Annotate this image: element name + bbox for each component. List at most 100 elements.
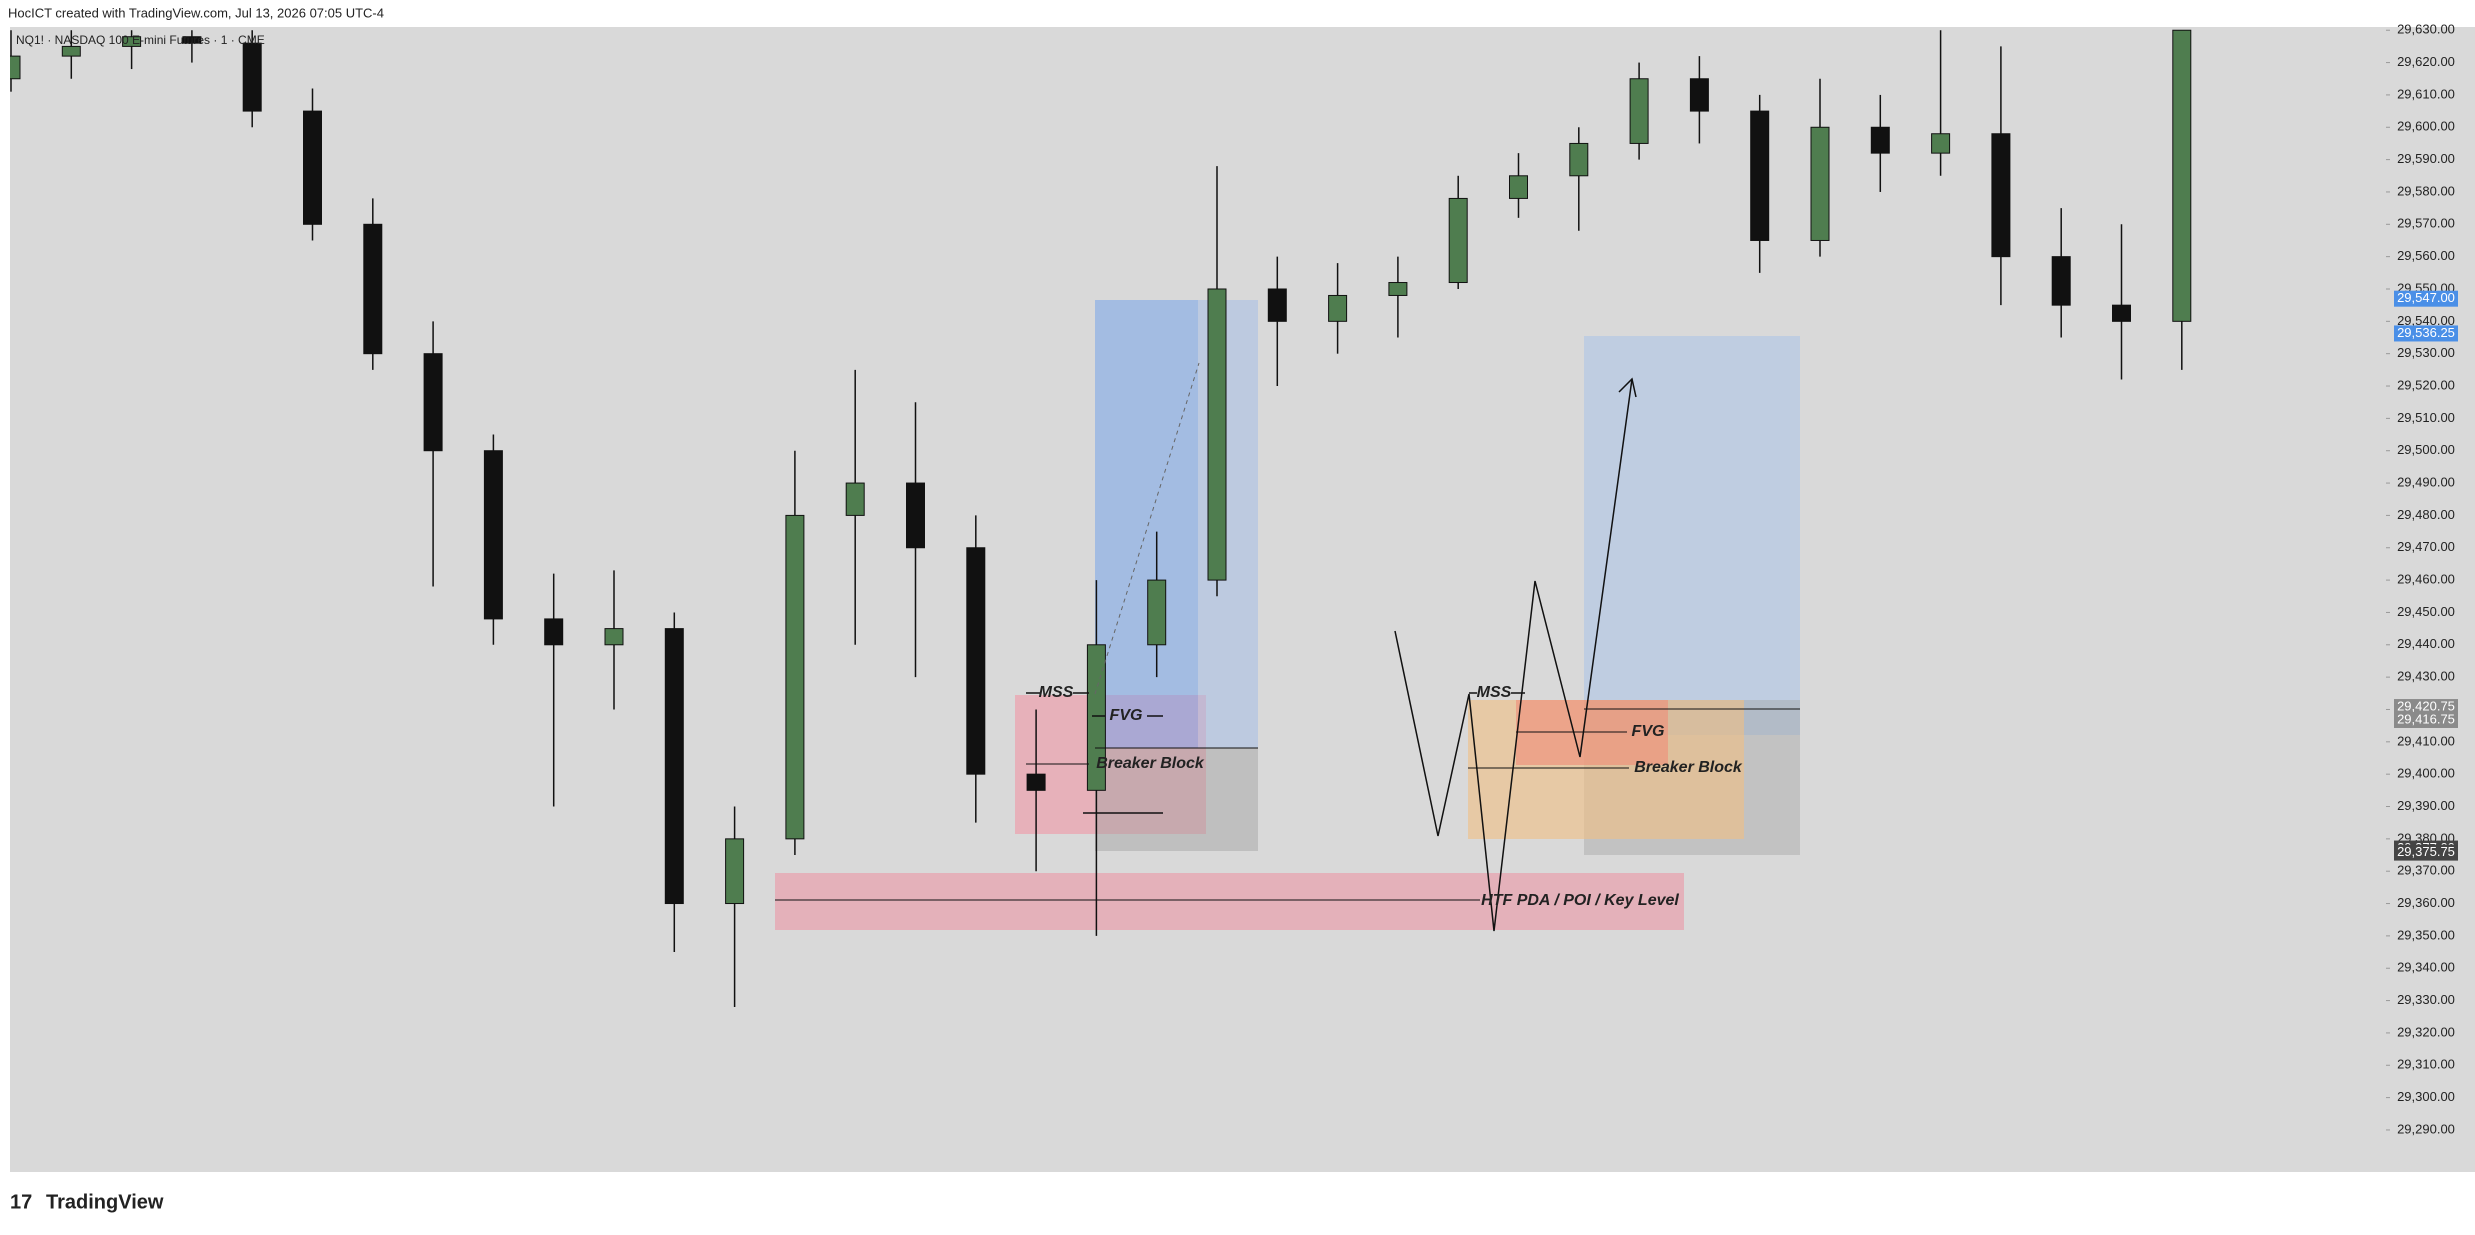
y-tick-label: 29,310.00: [2397, 1057, 2455, 1072]
projection-path: [1394, 378, 1633, 932]
candle-body: [906, 482, 925, 549]
candle-body: [122, 36, 142, 47]
candle-body: [1750, 110, 1770, 241]
y-tick-label: 29,300.00: [2397, 1089, 2455, 1104]
candle-body: [303, 110, 322, 225]
symbol: NQ1! · NASDAQ 100 E-mini Futures · 1 · C…: [16, 33, 265, 47]
candle-body: [845, 482, 865, 516]
candle-body: [1267, 288, 1287, 322]
y-tick-label: 29,470.00: [2397, 539, 2455, 554]
y-tick-label: 29,510.00: [2397, 410, 2455, 425]
y-tick-label: 29,330.00: [2397, 992, 2455, 1007]
target-zone: [1584, 336, 1800, 735]
price-tag-label: 29,416.75: [2397, 711, 2455, 726]
price-tag: [2394, 844, 2458, 861]
target-zone: [1198, 300, 1258, 748]
y-tick-label: 29,530.00: [2397, 345, 2455, 360]
drawings: MSS MSS FVG FVG Breaker Block Breaker Bl…: [775, 362, 1800, 932]
y-tick-label: 29,490.00: [2397, 474, 2455, 489]
candle-body: [1388, 282, 1408, 296]
price-tag-label: 29,420.75: [2397, 698, 2455, 713]
price-tag: [2394, 325, 2458, 342]
candle-body: [1509, 175, 1528, 199]
candle-body: [1026, 773, 1046, 791]
price-axis: [2386, 27, 2475, 1172]
candle-body: [1207, 288, 1227, 581]
y-tick-label: 29,460.00: [2397, 572, 2455, 587]
price-tag-label: 29,375.75: [2397, 844, 2455, 859]
candle-body: [61, 45, 81, 57]
breaker-label: Breaker Block: [1096, 755, 1205, 772]
fvg-label: FVG: [1110, 707, 1143, 724]
candle-body: [664, 628, 684, 905]
price-tag: [2394, 711, 2458, 728]
y-tick-label: 29,520.00: [2397, 377, 2455, 392]
brand: TradingView: [46, 1191, 164, 1213]
candle-body: [966, 547, 986, 775]
y-tick-label: 29,370.00: [2397, 863, 2455, 878]
price-tag-label: 29,536.25: [2397, 325, 2455, 340]
y-tick-label: 29,540.00: [2397, 313, 2455, 328]
y-tick-label: 29,390.00: [2397, 798, 2455, 813]
candle-body: [363, 223, 383, 355]
candle-body: [1147, 579, 1167, 646]
candle-body: [1991, 133, 2011, 258]
y-tick-label: 29,500.00: [2397, 442, 2455, 457]
candle-body: [1448, 197, 1468, 284]
dashed-line: [1094, 362, 1200, 695]
breaker-label: Breaker Block: [1634, 759, 1743, 776]
y-tick-label: 29,610.00: [2397, 86, 2455, 101]
key-level-zone: [775, 873, 1684, 930]
y-tick-label: 29,560.00: [2397, 248, 2455, 263]
y-tick-label: 29,440.00: [2397, 636, 2455, 651]
y-tick-label: 29,360.00: [2397, 895, 2455, 910]
key-level-label: HTF PDA / POI / Key Level: [1481, 892, 1679, 909]
arrow-head: [1618, 377, 1637, 398]
y-tick-label: 29,290.00: [2397, 1121, 2455, 1136]
candle-body: [483, 450, 503, 620]
price-tag-label: 29,547.00: [2397, 290, 2455, 305]
y-tick-label: 29,570.00: [2397, 216, 2455, 231]
candle-body: [423, 353, 443, 452]
y-tick-label: 29,400.00: [2397, 766, 2455, 781]
candle-body: [2172, 29, 2192, 322]
price-tag: [2394, 290, 2458, 307]
y-tick-label: 29,410.00: [2397, 733, 2455, 748]
candle-body: [10, 55, 21, 80]
y-tick-label: 29,350.00: [2397, 927, 2455, 942]
y-tick-label: 29,620.00: [2397, 54, 2455, 69]
candle-body: [1629, 78, 1649, 144]
candle-body: [2051, 256, 2071, 306]
candle-body: [182, 36, 202, 44]
y-tick-label: 29,630.00: [2397, 22, 2455, 37]
y-tick-label: 29,590.00: [2397, 151, 2455, 166]
candle-body: [2112, 304, 2131, 322]
y-tick-label: 29,340.00: [2397, 960, 2455, 975]
price-tag: [2394, 699, 2458, 716]
y-tick-label: 29,320.00: [2397, 1024, 2455, 1039]
candle-body: [544, 618, 564, 646]
y-tick-label: 29,600.00: [2397, 119, 2455, 134]
candle-body: [604, 628, 624, 646]
logo: 17 TradingView: [10, 1191, 164, 1213]
fvg-label: FVG: [1632, 723, 1665, 740]
candle-body: [725, 838, 745, 905]
mss-label: MSS: [1477, 684, 1512, 701]
mss-label: MSS: [1039, 684, 1074, 701]
y-tick-label: 29,480.00: [2397, 507, 2455, 522]
target-zone: [1095, 300, 1198, 748]
credit: HocICT created with TradingView.com, Jul…: [8, 5, 384, 20]
candle-body: [1086, 644, 1106, 791]
candle-body: [1689, 78, 1709, 112]
candle-body: [1870, 126, 1890, 154]
logo-mark: 17: [10, 1191, 32, 1213]
y-tick-label: 29,430.00: [2397, 669, 2455, 684]
candle-body: [242, 42, 262, 112]
stop-zone: [1095, 748, 1258, 851]
candle-body: [1328, 294, 1348, 322]
y-tick-label: 29,450.00: [2397, 604, 2455, 619]
candle-body: [785, 514, 805, 840]
candle-body: [1569, 142, 1589, 177]
